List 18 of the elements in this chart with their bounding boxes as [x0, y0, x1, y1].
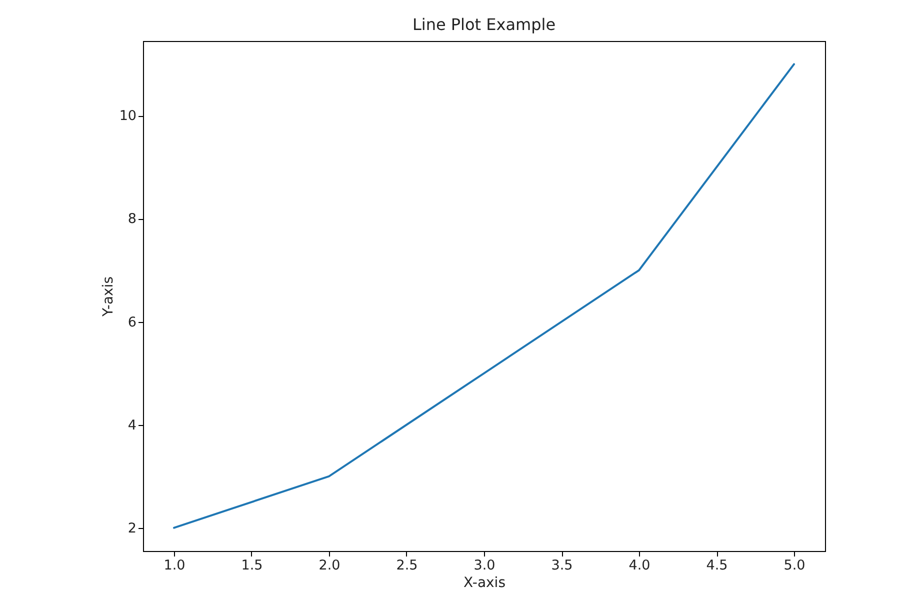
- x-tick-label: 1.5: [241, 558, 263, 574]
- y-tick-label: 4: [128, 417, 136, 434]
- x-tick-label: 3.0: [474, 558, 496, 574]
- y-tick-label: 2: [128, 520, 136, 536]
- line-series: [173, 63, 795, 529]
- chart-title: Line Plot Example: [412, 15, 556, 34]
- x-tick-label: 5.0: [784, 558, 806, 574]
- x-axis-title: X-axis: [464, 575, 506, 591]
- x-tick-label: 2.0: [318, 558, 340, 574]
- y-axis-title: Y-axis: [100, 276, 116, 318]
- x-tick-label: 1.0: [164, 558, 186, 574]
- x-tick-label: 4.0: [628, 558, 650, 574]
- y-tick-label: 8: [128, 211, 136, 228]
- x-tick-label: 3.5: [551, 558, 573, 574]
- x-tick-label: 2.5: [396, 558, 418, 574]
- y-tick-label: 10: [119, 108, 136, 124]
- y-tick-label: 6: [128, 314, 136, 330]
- x-tick-label: 4.5: [706, 558, 728, 574]
